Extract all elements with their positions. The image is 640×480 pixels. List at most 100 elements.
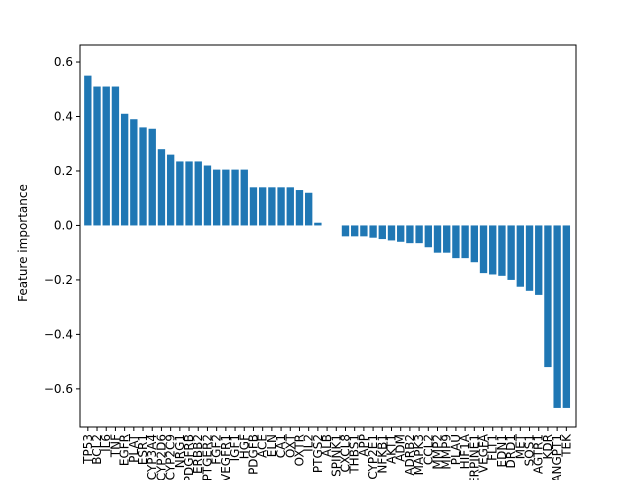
- bar: [286, 187, 294, 226]
- x-tick-label: NRG1: [173, 434, 187, 468]
- x-tick-label: PTGER2: [200, 434, 214, 480]
- x-tick-label: ESR1: [136, 434, 150, 465]
- bar: [443, 225, 451, 253]
- bar: [314, 222, 322, 226]
- x-tick-label: ADRB2: [403, 434, 417, 476]
- plot-frame: [79, 44, 577, 428]
- bar: [406, 225, 414, 244]
- x-tick-label: ACE: [256, 434, 270, 458]
- bar: [470, 225, 478, 263]
- bar: [130, 119, 138, 226]
- x-tick-label: PLAU: [449, 434, 463, 465]
- x-tick-label: CYP2C9: [164, 434, 178, 480]
- bar: [433, 225, 442, 253]
- bar: [203, 165, 212, 226]
- bar: [277, 187, 285, 226]
- bar: [415, 225, 423, 244]
- x-tick-label: EDN1: [495, 434, 509, 467]
- x-tick-label: OXTR: [292, 434, 306, 466]
- x-tick-label: CCL2: [421, 434, 435, 465]
- bar: [84, 75, 92, 226]
- x-tick-label: CYP2E1: [366, 434, 380, 480]
- bar: [535, 225, 543, 295]
- x-tick-label: AKT1: [384, 434, 398, 464]
- x-tick-label: PDGFB: [246, 434, 260, 475]
- x-tick-label: TNF: [108, 434, 122, 458]
- bar: [489, 225, 497, 275]
- x-tick-label: PLAT: [127, 433, 141, 462]
- x-tick-label: OXT: [283, 433, 297, 458]
- bar: [222, 169, 230, 226]
- x-tick-label: SOS1: [523, 434, 537, 466]
- x-tick-label: IGF1: [228, 434, 242, 461]
- bar: [479, 225, 488, 274]
- x-tick-label: ELN: [265, 434, 279, 457]
- x-tick-label: ALB: [320, 434, 334, 457]
- bar: [369, 225, 377, 238]
- x-tick-label: KDR: [541, 434, 555, 459]
- x-tick-label: DRD1: [504, 434, 518, 468]
- x-tick-label: TP53: [81, 434, 95, 465]
- x-tick-label: HIF1A: [458, 433, 472, 469]
- bar: [185, 161, 193, 226]
- y-tick-label: −0.4: [44, 327, 73, 341]
- bar: [212, 169, 221, 226]
- bar: [194, 161, 202, 226]
- y-tick-label: −0.2: [44, 273, 73, 287]
- x-tick-label: HGF: [237, 434, 251, 459]
- bar: [351, 225, 359, 237]
- y-tick-label: 0.4: [54, 109, 73, 123]
- bar: [516, 225, 525, 287]
- y-tick-label: 0.0: [54, 218, 73, 232]
- x-tick-label: VEGFA: [477, 433, 491, 473]
- bar: [387, 225, 396, 241]
- bar: [378, 225, 386, 240]
- bar: [139, 127, 147, 226]
- x-tick-label: CYP2D6: [154, 434, 168, 480]
- bar: [360, 225, 368, 237]
- x-tick-label: ANGPT1: [550, 434, 564, 480]
- x-tick-label: ADM: [394, 434, 408, 462]
- bar: [452, 225, 460, 259]
- bar: [166, 154, 175, 226]
- bar: [176, 161, 184, 226]
- bar: [341, 225, 350, 237]
- bar: [295, 190, 304, 226]
- x-tick-label: SERPINE1: [467, 434, 481, 480]
- bar: [148, 128, 156, 226]
- x-tick-label: APP: [357, 434, 371, 457]
- bar: [507, 225, 515, 280]
- x-tick-label: THBS1: [348, 434, 362, 475]
- bar: [231, 169, 239, 226]
- bar: [562, 225, 571, 408]
- x-tick-label: IL2: [302, 434, 316, 452]
- x-tick-label: MMP2: [431, 434, 445, 470]
- bar: [93, 86, 101, 226]
- y-tick-label: 0.2: [54, 164, 73, 178]
- bar: [461, 225, 469, 259]
- x-tick-label: CA1: [274, 434, 288, 458]
- x-tick-label: FGF2: [210, 434, 224, 465]
- x-tick-label: CXCL8: [338, 434, 352, 472]
- x-tick-label: NFKB1: [375, 434, 389, 474]
- x-tick-label: FLT1: [486, 434, 500, 461]
- y-axis-label: Feature importance: [16, 184, 30, 302]
- x-tick-label: BCL2: [90, 434, 104, 465]
- bar: [157, 149, 166, 226]
- bar: [268, 187, 276, 226]
- x-tick-label: EGFR: [118, 434, 132, 466]
- bar: [553, 225, 561, 408]
- x-tick-label: ERBB2: [191, 434, 205, 474]
- y-tick-label: −0.6: [44, 382, 73, 396]
- bar: [249, 187, 258, 226]
- x-tick-label: AGTR1: [532, 434, 546, 474]
- bar: [304, 192, 313, 226]
- bar: [111, 86, 120, 226]
- bar: [498, 225, 506, 276]
- bar: [544, 225, 552, 368]
- bar: [102, 86, 110, 226]
- x-tick-label: MMP9: [440, 434, 454, 470]
- x-tick-label: SPINK1: [329, 434, 343, 477]
- x-tick-label: IL6: [99, 434, 113, 452]
